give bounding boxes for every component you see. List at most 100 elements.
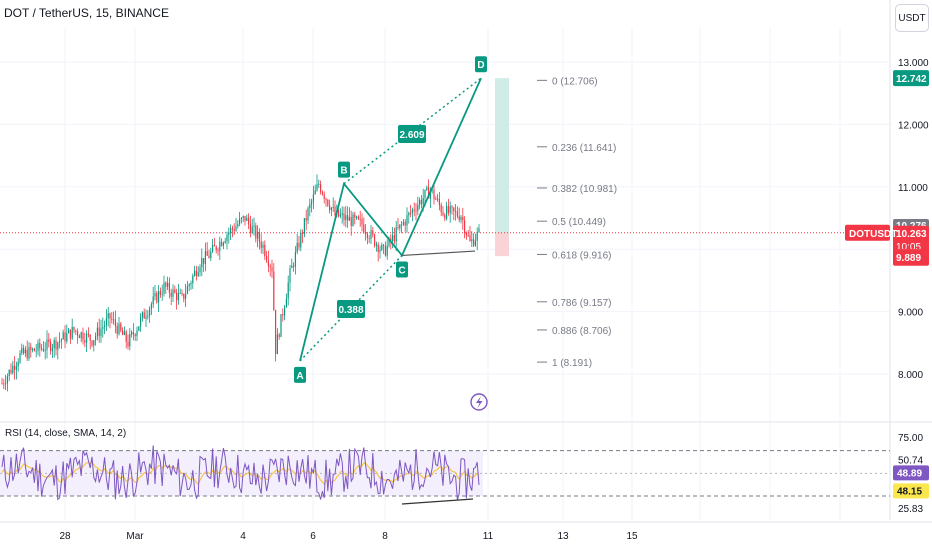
stop-zone xyxy=(495,232,509,257)
candle-body xyxy=(131,332,133,335)
candle-body xyxy=(213,244,215,247)
candle-body xyxy=(57,342,59,350)
candle-body xyxy=(415,210,417,212)
time-label: 13 xyxy=(557,531,569,542)
candle-body xyxy=(397,227,399,229)
candle-body xyxy=(291,265,293,268)
fib-retracement[interactable]: 0 (12.706) 0.236 (11.641) 0.382 (10.981) 0.… xyxy=(537,76,617,369)
candle-body xyxy=(393,235,395,242)
candle-body xyxy=(206,251,208,256)
candle-body xyxy=(192,275,194,284)
candle-body xyxy=(264,244,266,257)
fib-level-label: 0.886 (8.706) xyxy=(552,326,612,337)
candle-body xyxy=(212,244,214,252)
candle-body xyxy=(143,312,145,319)
candle-body xyxy=(246,217,248,221)
candle-body xyxy=(266,256,268,261)
candle-body xyxy=(176,292,178,301)
candle-body xyxy=(311,201,313,205)
candle-body xyxy=(136,330,138,337)
candle-body xyxy=(203,258,205,264)
candle-body xyxy=(442,212,444,216)
candle-body xyxy=(44,349,46,351)
candle-body xyxy=(100,328,102,337)
candle-body xyxy=(41,348,43,350)
candle-body xyxy=(127,341,129,347)
candle-body xyxy=(370,230,372,239)
candle-body xyxy=(86,333,88,343)
candle-body xyxy=(199,267,201,273)
candle-body xyxy=(120,323,122,331)
candle-body xyxy=(132,332,134,335)
candle-body xyxy=(78,335,80,339)
price-tick: 8.000 xyxy=(898,370,923,381)
candle-body xyxy=(422,198,424,205)
candle-body xyxy=(257,232,259,239)
rsi-divergence-line xyxy=(401,498,474,505)
abcd-pattern[interactable]: A B C D 2.609 0.388 xyxy=(294,56,488,411)
candle-body xyxy=(251,226,253,234)
rsi-title[interactable]: RSI (14, close, SMA, 14, 2) xyxy=(5,428,127,439)
candle-body xyxy=(60,339,62,341)
candle-body xyxy=(359,218,361,220)
candle-body xyxy=(273,271,275,310)
candle-body xyxy=(350,217,352,227)
candle-body xyxy=(154,292,156,297)
pattern-point-c-badge xyxy=(396,261,408,278)
time-label: 8 xyxy=(382,531,388,542)
candle-body xyxy=(32,348,34,351)
fib-level-label: 0.618 (9.916) xyxy=(552,250,612,261)
symbol-title[interactable]: DOT / TetherUS, 15, BINANCE xyxy=(4,6,169,20)
target-price-label-bg xyxy=(893,70,929,87)
candle-body xyxy=(152,296,154,305)
candle-body xyxy=(424,189,426,199)
candle-body xyxy=(5,383,7,385)
candle-body xyxy=(410,212,412,214)
candle-body xyxy=(14,365,16,370)
currency-button[interactable]: USDT xyxy=(895,4,929,32)
candle-body xyxy=(64,332,66,342)
candle-body xyxy=(361,218,363,225)
candle-body xyxy=(417,204,419,212)
candle-body xyxy=(177,293,179,301)
candle-body xyxy=(408,212,410,216)
candle-body xyxy=(188,284,190,287)
candle-body xyxy=(116,326,118,334)
candle-body xyxy=(210,251,212,259)
candle-body xyxy=(8,369,10,377)
candle-body xyxy=(476,232,478,241)
candle-body xyxy=(446,206,448,219)
candle-body xyxy=(401,224,403,226)
countdown-label: 10:05 xyxy=(896,242,921,253)
candle-body xyxy=(46,339,48,350)
candle-body xyxy=(419,199,421,205)
symbol-tag: DOTUSDT xyxy=(849,229,897,240)
candle-body xyxy=(339,214,341,217)
rsi-sma-label: 48.15 xyxy=(897,486,922,497)
candle-body xyxy=(230,228,232,233)
candle-body xyxy=(105,318,107,326)
candle-body xyxy=(37,342,39,351)
candle-body xyxy=(195,270,197,277)
ratio-bc: 0.388 xyxy=(338,305,363,316)
candle-body xyxy=(96,327,98,337)
candle-body xyxy=(377,244,379,253)
candle-body xyxy=(122,330,124,335)
time-label: 4 xyxy=(240,531,246,542)
candle-body xyxy=(473,239,475,246)
candle-body xyxy=(71,327,73,339)
candle-body xyxy=(467,235,469,236)
candle-body xyxy=(174,289,176,293)
candle-body xyxy=(456,211,458,217)
candle-body xyxy=(338,209,340,217)
candle-body xyxy=(158,291,160,303)
candlestick-series xyxy=(1,174,480,392)
candle-body xyxy=(231,228,233,230)
price-tick: 12.000 xyxy=(898,120,929,131)
candle-body xyxy=(249,223,251,234)
candle-body xyxy=(260,241,262,248)
abcd-legs xyxy=(299,77,482,362)
pattern-point-c-label: C xyxy=(398,265,405,276)
candle-body xyxy=(125,331,127,342)
candle-body xyxy=(194,270,196,276)
